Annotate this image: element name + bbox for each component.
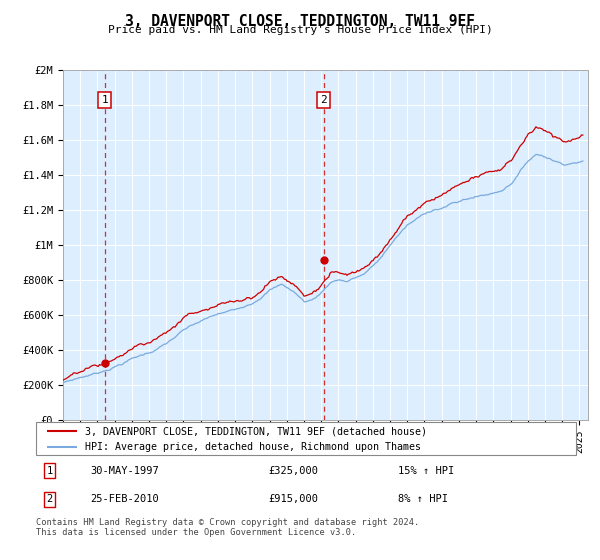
Text: 25-FEB-2010: 25-FEB-2010: [90, 494, 159, 504]
Text: Contains HM Land Registry data © Crown copyright and database right 2024.
This d: Contains HM Land Registry data © Crown c…: [36, 518, 419, 538]
Text: 1: 1: [101, 95, 108, 105]
Text: 15% ↑ HPI: 15% ↑ HPI: [398, 466, 454, 475]
FancyBboxPatch shape: [36, 422, 576, 455]
Text: 3, DAVENPORT CLOSE, TEDDINGTON, TW11 9EF (detached house): 3, DAVENPORT CLOSE, TEDDINGTON, TW11 9EF…: [85, 426, 427, 436]
Text: 2: 2: [320, 95, 327, 105]
Text: 8% ↑ HPI: 8% ↑ HPI: [398, 494, 448, 504]
Text: £915,000: £915,000: [268, 494, 318, 504]
Text: 3, DAVENPORT CLOSE, TEDDINGTON, TW11 9EF: 3, DAVENPORT CLOSE, TEDDINGTON, TW11 9EF: [125, 14, 475, 29]
Text: 1: 1: [46, 466, 53, 475]
Text: HPI: Average price, detached house, Richmond upon Thames: HPI: Average price, detached house, Rich…: [85, 442, 421, 451]
Text: 30-MAY-1997: 30-MAY-1997: [90, 466, 159, 475]
Text: Price paid vs. HM Land Registry's House Price Index (HPI): Price paid vs. HM Land Registry's House …: [107, 25, 493, 35]
Text: 2: 2: [46, 494, 53, 504]
Text: £325,000: £325,000: [268, 466, 318, 475]
